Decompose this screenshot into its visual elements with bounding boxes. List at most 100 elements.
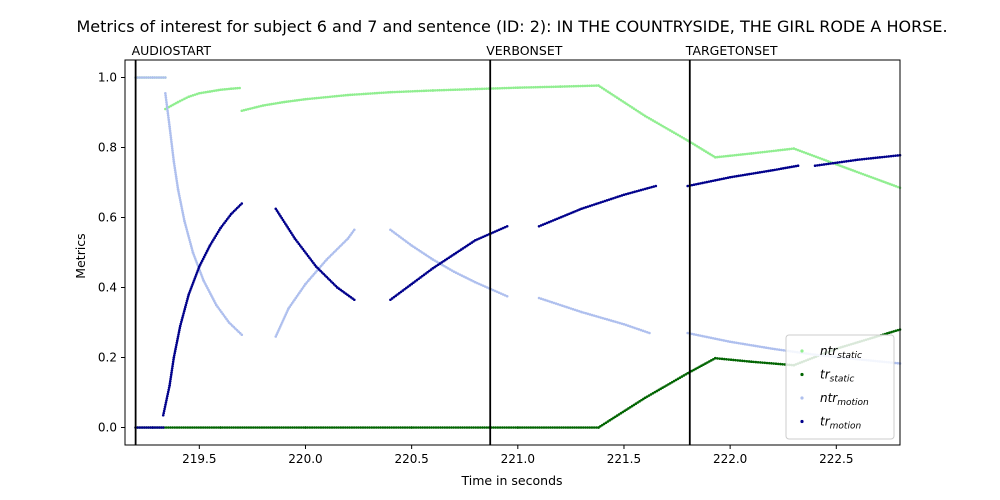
data-point-tr_static <box>352 426 356 429</box>
data-point-ntr_motion <box>199 271 202 274</box>
data-point-tr_motion <box>779 167 783 171</box>
data-point-ntr_motion <box>709 336 713 340</box>
data-point-ntr_static <box>328 95 332 99</box>
data-point-ntr_static <box>276 101 280 105</box>
data-point-ntr_static <box>406 90 410 93</box>
data-point-ntr_static <box>440 88 444 92</box>
data-point-tr_static <box>645 395 649 398</box>
data-point-tr_motion <box>760 170 764 174</box>
data-point-tr_static <box>588 426 592 429</box>
data-point-tr_static <box>485 426 489 429</box>
data-point-ntr_static <box>355 93 359 96</box>
data-point-ntr_motion <box>624 323 628 327</box>
data-point-ntr_static <box>191 94 195 97</box>
data-point-tr_motion <box>891 154 895 158</box>
data-point-ntr_motion <box>780 348 783 352</box>
data-point-ntr_static <box>306 97 310 101</box>
data-point-ntr_motion <box>754 344 757 348</box>
data-point-tr_motion <box>275 209 279 212</box>
data-point-tr_static <box>428 426 431 429</box>
data-point-ntr_motion <box>752 344 755 347</box>
data-point-tr_motion <box>633 190 636 194</box>
data-point-tr_motion <box>792 165 796 168</box>
data-point-tr_motion <box>193 277 197 280</box>
data-point-ntr_motion <box>193 257 197 260</box>
data-point-tr_motion <box>147 426 150 429</box>
data-point-tr_motion <box>480 236 483 239</box>
data-point-tr_static <box>217 426 220 429</box>
data-point-tr_motion <box>718 178 721 181</box>
data-point-tr_static <box>225 426 229 429</box>
data-point-ntr_motion <box>165 105 169 108</box>
data-point-ntr_static <box>333 95 336 98</box>
data-point-ntr_static <box>373 91 377 95</box>
data-point-tr_motion <box>171 360 175 364</box>
data-point-tr_motion <box>426 270 429 274</box>
data-point-tr_motion <box>482 235 485 239</box>
data-point-ntr_motion <box>501 293 505 296</box>
data-point-ntr_static <box>822 158 826 162</box>
data-point-ntr_motion <box>166 109 169 113</box>
data-point-ntr_motion <box>178 198 182 202</box>
data-point-ntr_static <box>647 116 651 120</box>
data-point-ntr_motion <box>724 339 728 343</box>
data-point-tr_static <box>674 378 678 382</box>
data-point-tr_static <box>308 426 312 429</box>
data-point-ntr_static <box>638 111 641 114</box>
data-point-ntr_static <box>261 104 265 107</box>
data-point-tr_motion <box>584 206 588 209</box>
data-point-ntr_static <box>287 100 290 103</box>
data-point-tr_motion <box>280 216 284 220</box>
data-point-ntr_static <box>581 84 585 88</box>
data-point-ntr_motion <box>168 127 172 130</box>
data-point-tr_static <box>245 426 248 429</box>
data-point-tr_motion <box>557 216 561 220</box>
data-point-ntr_motion <box>166 114 170 117</box>
data-point-tr_motion <box>172 354 176 357</box>
data-point-tr_static <box>540 426 544 429</box>
data-point-tr_motion <box>838 160 841 164</box>
data-point-tr_motion <box>493 230 497 233</box>
data-point-tr_motion <box>639 188 643 192</box>
data-point-ntr_static <box>295 99 299 102</box>
data-point-tr_static <box>414 426 418 429</box>
data-point-ntr_static <box>876 178 879 181</box>
data-point-ntr_static <box>181 98 184 102</box>
data-point-tr_motion <box>769 169 772 172</box>
data-point-ntr_static <box>588 84 591 88</box>
data-point-tr_motion <box>747 172 751 176</box>
data-point-tr_static <box>238 426 242 429</box>
data-point-ntr_static <box>802 151 806 154</box>
data-point-tr_static <box>454 426 458 429</box>
data-point-ntr_static <box>579 84 582 88</box>
data-point-ntr_static <box>592 84 596 87</box>
data-point-tr_motion <box>401 289 405 292</box>
data-point-ntr_static <box>661 124 664 128</box>
data-point-tr_motion <box>716 178 719 182</box>
data-point-ntr_static <box>726 154 730 158</box>
data-point-tr_static <box>564 426 568 429</box>
data-point-ntr_motion <box>282 317 286 320</box>
data-point-ntr_motion <box>171 153 175 157</box>
data-point-tr_static <box>555 426 559 429</box>
data-point-ntr_static <box>572 84 576 88</box>
data-point-ntr_motion <box>699 334 702 337</box>
data-point-ntr_static <box>892 184 896 187</box>
data-point-ntr_static <box>545 85 549 89</box>
data-point-ntr_static <box>467 87 470 91</box>
data-point-tr_static <box>606 420 610 423</box>
data-point-tr_motion <box>183 307 187 311</box>
data-point-tr_motion <box>694 182 698 186</box>
data-point-tr_motion <box>735 174 738 178</box>
data-point-ntr_motion <box>181 209 184 212</box>
data-point-ntr_static <box>676 133 680 137</box>
data-point-tr_motion <box>618 194 622 198</box>
data-point-tr_motion <box>840 160 844 164</box>
data-point-ntr_static <box>884 181 887 184</box>
data-point-ntr_motion <box>711 336 715 340</box>
x-tick-label: 220.0 <box>288 452 322 466</box>
data-point-ntr_static <box>330 95 334 98</box>
data-point-ntr_static <box>863 173 867 177</box>
data-point-ntr_motion <box>758 345 762 348</box>
data-point-ntr_static <box>563 85 567 88</box>
